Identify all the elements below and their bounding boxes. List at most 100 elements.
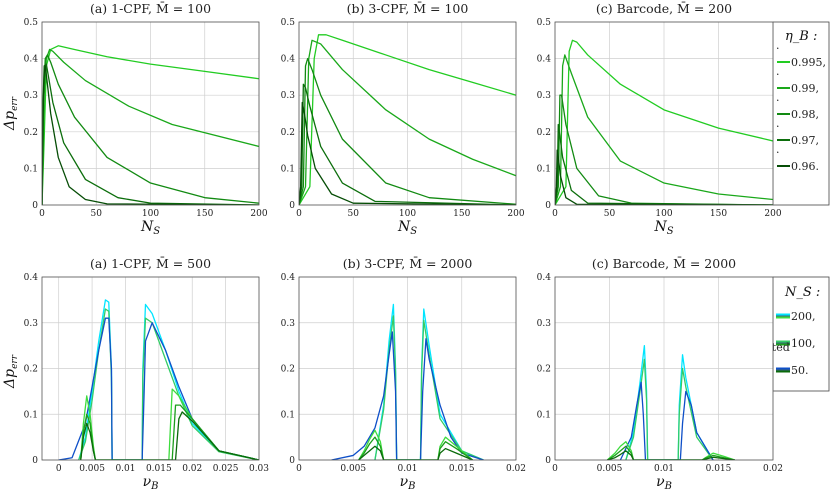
chart-title: (a) 1-CPF, M̄ = 100 [90,1,211,16]
y-axis-label-top: Δperr [2,96,20,131]
y-tick-label: 0.5 [24,18,39,28]
y-tick-label: 0.4 [537,55,552,65]
x-axis-label: NS [653,219,673,237]
series-line-1 [374,303,484,460]
x-tick-label: 0 [552,209,558,219]
x-tick-label: 0.01 [654,464,674,474]
y-axis-label-bottom: Δperr [2,354,20,389]
y-tick-label: 0.3 [24,319,39,329]
x-tick-label: 200 [764,209,781,219]
y-tick-label: 0 [32,456,38,466]
series-line-6 [358,445,473,460]
x-tick-label: 200 [507,209,524,219]
y-tick-label: 0.3 [281,91,296,101]
series-line-2 [555,54,773,205]
plot-frame [298,21,517,206]
chart-title: (c) Barcode, M̄ = 200 [596,1,732,16]
x-tick-label: 0.005 [597,464,623,474]
x-tick-label: 0.01 [115,464,135,474]
series-line-3 [58,317,259,460]
x-tick-label: 100 [142,209,159,219]
chart-panel-5: 0 0.005 0.01 0.015 0.02 0 0.1 0.2 0.3 0.4 (b) 3-CP… [281,256,526,490]
y-tick-label: 0.1 [537,410,551,420]
series-group [331,303,484,460]
series-line-1 [299,34,516,205]
series-line-3 [331,331,484,460]
y-tick-label: 0.1 [24,164,38,174]
series-line-5 [555,149,773,205]
plot-frame [41,21,260,206]
y-tick-label: 0 [545,201,551,211]
x-tick-label: 50 [91,209,103,219]
y-tick-label: 0.2 [24,365,38,375]
chart-panel-3: 0 50 100 150 200 0 0.1 0.2 0.3 0.4 0.5 (c) Barcode,… [537,1,782,237]
series-line-5 [80,404,259,460]
y-tick-label: 0.4 [537,273,552,283]
y-tick-label: 0.4 [281,55,296,65]
series-group [606,344,736,460]
series-line-4 [299,83,516,205]
x-tick-label: 150 [453,209,470,219]
y-tick-label: 0.1 [281,410,295,420]
plot-frame [554,21,774,206]
x-tick-label: 50 [604,209,616,219]
series-line-5 [299,101,516,205]
x-tick-label: 0 [39,209,45,219]
legend-label: 0.995, [791,56,826,69]
series-group [58,299,259,460]
x-tick-label: 0 [296,464,302,474]
legend-dot: · [776,94,780,107]
legend-eta-b: η_B : 0.995, · 0.99, · 0.98, · 0.97, · 0.96. · [772,21,830,206]
y-tick-label: 0.2 [281,365,295,375]
y-tick-label: 0.3 [537,319,552,329]
y-tick-label: 0.3 [281,319,296,329]
series-line-4 [555,123,773,205]
legend-label: 0.96. [791,160,819,173]
series-line-1 [42,45,259,205]
series-line-3 [299,57,516,205]
x-tick-label: 0.005 [340,464,366,474]
x-tick-label: 100 [655,209,672,219]
series-group [42,45,259,205]
x-axis-label: νB [400,474,416,490]
chart-panel-6: 0 0.005 0.01 0.015 0.02 0 0.1 0.2 0.3 0.4 (c) Barc… [537,256,783,490]
series-line-1 [555,39,773,205]
series-line-5 [358,436,473,460]
series-line-3 [555,94,773,205]
x-axis-label: νB [656,474,672,490]
y-tick-label: 0 [545,456,551,466]
x-tick-label: 50 [348,209,360,219]
y-tick-label: 0.5 [281,18,296,28]
y-tick-label: 0.2 [537,365,551,375]
series-line-3 [619,381,714,460]
x-tick-label: 0 [296,209,302,219]
legend-label: 100, [791,337,816,350]
chart-title: (c) Barcode, M̄ = 2000 [592,256,736,271]
series-line-2 [299,39,516,205]
series-line-5 [42,65,259,205]
legend-dot: · [776,120,780,133]
legend-dot: · [776,146,780,159]
y-tick-label: 0.3 [537,91,552,101]
series-line-6 [80,411,259,460]
y-tick-label: 0.1 [24,410,38,420]
series-line-6 [607,450,735,460]
y-tick-label: 0.2 [281,128,295,138]
plot-frame [554,276,774,461]
y-tick-label: 0.2 [24,128,38,138]
y-tick-label: 0.1 [281,164,295,174]
plot-frame [298,276,517,461]
series-line-4 [358,429,474,460]
x-tick-label: 0 [552,464,558,474]
y-tick-label: 0.4 [281,273,296,283]
x-tick-label: 0 [56,464,62,474]
x-axis-label: NS [397,219,417,237]
chart-title: (a) 1-CPF, M̄ = 500 [90,256,211,271]
legend-label: 0.98, [791,108,819,121]
series-group [555,39,773,205]
x-tick-label: 0.015 [449,464,475,474]
series-group [299,34,516,205]
chart-panel-1: 0 50 100 150 200 0 0.1 0.2 0.3 0.4 0.5 (a) 1-CPF, M… [24,1,268,237]
x-tick-label: 0.02 [506,464,526,474]
x-tick-label: 150 [196,209,213,219]
